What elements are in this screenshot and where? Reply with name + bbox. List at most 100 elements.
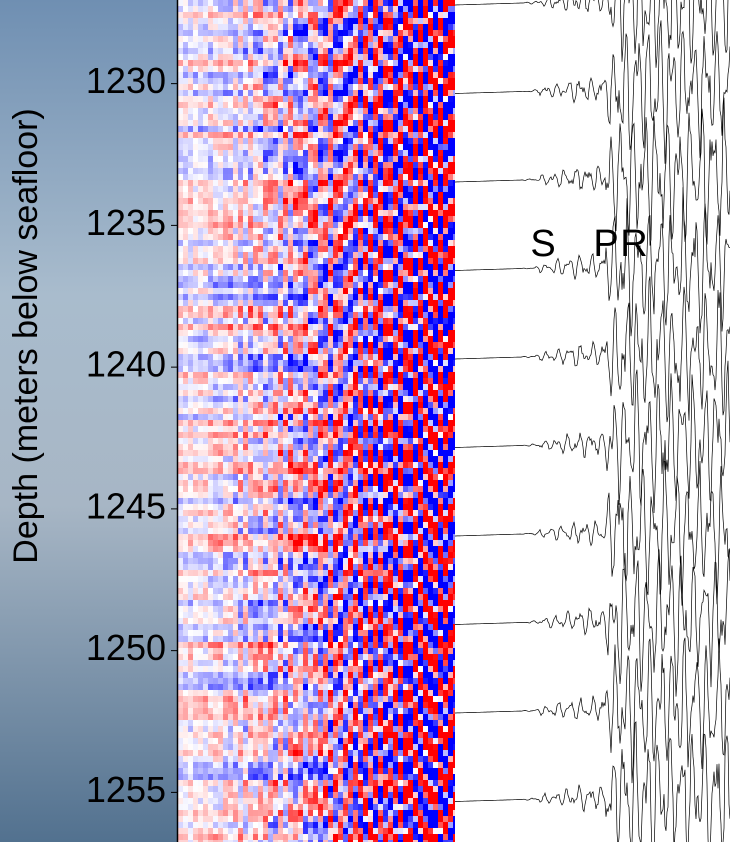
heat-cell — [413, 210, 419, 217]
heat-cell — [318, 216, 324, 223]
heat-cell — [248, 408, 254, 415]
heat-cell — [433, 402, 439, 409]
heat-cell — [378, 234, 384, 241]
heat-cell — [228, 498, 234, 505]
heat-cell — [178, 480, 184, 487]
heat-cell — [413, 318, 419, 325]
heat-cell — [413, 306, 419, 313]
heat-cell — [313, 6, 319, 13]
heat-cell — [248, 150, 254, 157]
heat-cell — [218, 504, 224, 511]
heat-cell — [278, 516, 284, 523]
heat-cell — [423, 198, 429, 205]
heat-cell — [358, 156, 364, 163]
heat-cell — [363, 336, 369, 343]
heat-cell — [203, 60, 209, 67]
heat-cell — [178, 348, 184, 355]
heat-cell — [348, 366, 354, 373]
heat-cell — [343, 276, 349, 283]
heat-cell — [393, 18, 399, 25]
heat-cell — [448, 276, 454, 283]
heat-cell — [183, 54, 189, 61]
heat-cell — [303, 0, 309, 7]
heat-cell — [233, 114, 239, 121]
heat-cell — [208, 402, 214, 409]
heat-cell — [343, 186, 349, 193]
heat-cell — [453, 210, 456, 217]
heat-cell — [343, 60, 349, 67]
heat-cell — [298, 396, 304, 403]
heat-cell — [238, 444, 244, 451]
heat-cell — [343, 198, 349, 205]
heat-cell — [438, 372, 444, 379]
heat-cell — [268, 504, 274, 511]
heat-cell — [353, 384, 359, 391]
heat-cell — [453, 510, 456, 517]
heat-cell — [248, 174, 254, 181]
heat-cell — [413, 492, 419, 499]
heat-cell — [438, 240, 444, 247]
heat-cell — [193, 288, 199, 295]
heat-cell — [263, 12, 269, 19]
heat-cell — [248, 522, 254, 529]
heat-cell — [253, 294, 259, 301]
heat-cell — [218, 54, 224, 61]
heat-cell — [248, 18, 254, 25]
heat-cell — [423, 462, 429, 469]
heat-cell — [298, 12, 304, 19]
heat-cell — [233, 372, 239, 379]
heat-cell — [403, 78, 409, 85]
heat-cell — [263, 510, 269, 517]
heat-cell — [243, 498, 249, 505]
heat-cell — [338, 528, 344, 535]
heat-cell — [383, 234, 389, 241]
heat-cell — [203, 390, 209, 397]
heat-cell — [193, 180, 199, 187]
heat-cell — [258, 288, 264, 295]
heat-cell — [418, 360, 424, 367]
heat-cell — [393, 30, 399, 37]
heat-cell — [273, 354, 279, 361]
heat-cell — [208, 168, 214, 175]
heat-cell — [233, 498, 239, 505]
heat-cell — [323, 180, 329, 187]
heat-cell — [443, 438, 449, 445]
heat-cell — [398, 222, 404, 229]
heat-cell — [193, 300, 199, 307]
heat-cell — [178, 312, 184, 319]
heat-cell — [283, 138, 289, 145]
heat-cell — [348, 138, 354, 145]
heat-cell — [428, 306, 434, 313]
heat-cell — [373, 438, 379, 445]
heat-cell — [428, 510, 434, 517]
heat-cell — [183, 492, 189, 499]
heat-cell — [358, 294, 364, 301]
heat-cell — [238, 0, 244, 7]
heat-cell — [293, 120, 299, 127]
heat-cell — [273, 366, 279, 373]
heat-cell — [383, 192, 389, 199]
heat-cell — [188, 300, 194, 307]
heat-cell — [178, 84, 184, 91]
heat-cell — [228, 168, 234, 175]
heat-cell — [418, 480, 424, 487]
heat-cell — [263, 264, 269, 271]
heat-cell — [423, 258, 429, 265]
heat-cell — [383, 390, 389, 397]
heat-cell — [433, 114, 439, 121]
heat-cell — [198, 516, 204, 523]
heat-cell — [223, 120, 229, 127]
heat-cell — [323, 168, 329, 175]
heat-cell — [263, 180, 269, 187]
heat-cell — [423, 378, 429, 385]
heat-cell — [343, 498, 349, 505]
heat-cell — [293, 258, 299, 265]
heat-cell — [248, 246, 254, 253]
heat-cell — [193, 462, 199, 469]
heat-cell — [358, 72, 364, 79]
heat-cell — [388, 378, 394, 385]
heat-cell — [223, 432, 229, 439]
heat-cell — [303, 240, 309, 247]
heat-cell — [358, 204, 364, 211]
heat-cell — [348, 276, 354, 283]
